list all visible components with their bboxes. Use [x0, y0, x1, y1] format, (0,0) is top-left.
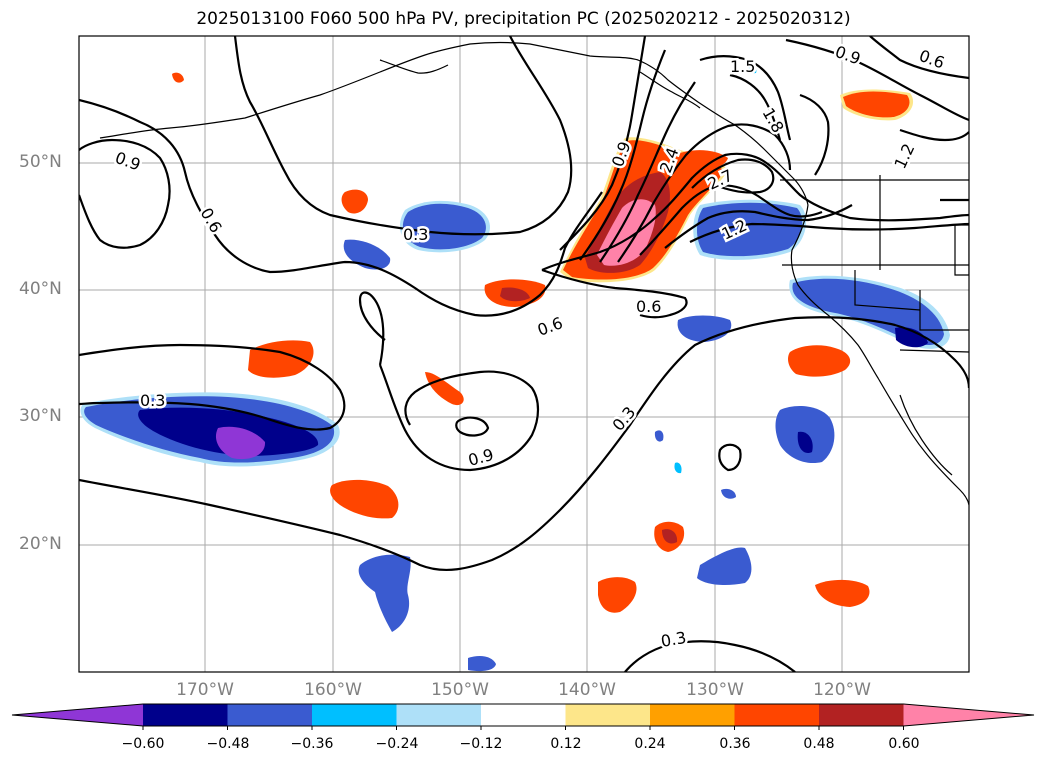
contour-label: 0.6: [535, 313, 565, 340]
colorbar-swatch: [481, 704, 566, 726]
contour-label: 1.5: [730, 57, 755, 76]
contour-label: 0.6: [636, 297, 661, 316]
lon-label: 130°W: [686, 680, 744, 700]
lon-label: 150°W: [431, 680, 489, 700]
colorbar-swatch: [396, 704, 482, 726]
lat-label: 50°N: [19, 152, 62, 172]
positive-patch-socal: [788, 345, 851, 377]
lon-label: 170°W: [176, 680, 234, 700]
lat-label: 30°N: [19, 406, 62, 426]
colorbar-swatch: [312, 704, 397, 726]
colorbar-tick-label: 0.12: [550, 736, 582, 752]
lat-label: 20°N: [19, 534, 62, 554]
colorbar-swatch: [650, 704, 735, 726]
colorbar-extend-high: [903, 704, 1034, 726]
coastlines: [99, 41, 969, 506]
colorbar-tick-label: −0.24: [375, 736, 419, 752]
pv-contours: [79, 36, 969, 672]
lon-label: 120°W: [813, 680, 871, 700]
colorbar-tick-label: 0.48: [803, 736, 835, 752]
colorbar-tick-label: −0.48: [206, 736, 250, 752]
colorbar-tick-label: 0.60: [888, 736, 920, 752]
colorbar-swatch: [565, 704, 651, 726]
map-frame: [78, 35, 970, 673]
contour-label: 0.9: [833, 42, 863, 69]
colorbar-extend-low: [12, 704, 143, 726]
lat-label: 40°N: [19, 279, 62, 299]
contour-label: 0.3: [659, 628, 687, 651]
contour-label: 0.3: [140, 391, 165, 410]
lon-label: 140°W: [558, 680, 616, 700]
map-title: 2025013100 F060 500 hPa PV, precipitatio…: [196, 9, 851, 29]
colorbar-tick-label: −0.36: [290, 736, 334, 752]
colorbar-swatch: [734, 704, 820, 726]
colorbar-swatch: [143, 704, 228, 726]
colorbar-swatch: [819, 704, 904, 726]
colorbar-tick-label: −0.60: [121, 736, 165, 752]
contour-label: 0.3: [403, 225, 428, 244]
positive-patch-subtropical-west: [248, 340, 314, 378]
contour-label: 0.6: [197, 205, 226, 237]
colorbar: [11, 703, 1035, 730]
contour-label: 0.3: [609, 403, 640, 435]
colorbar-swatch: [227, 704, 313, 726]
positive-anomaly-patches: [172, 72, 914, 613]
contour-label: 1.2: [890, 141, 918, 172]
contour-label: 0.9: [113, 148, 143, 175]
colorbar-tick-label: 0.36: [719, 736, 751, 752]
colorbar-tick-label: −0.12: [459, 736, 503, 752]
lon-label: 160°W: [304, 680, 362, 700]
colorbar-tick-label: 0.24: [634, 736, 666, 752]
